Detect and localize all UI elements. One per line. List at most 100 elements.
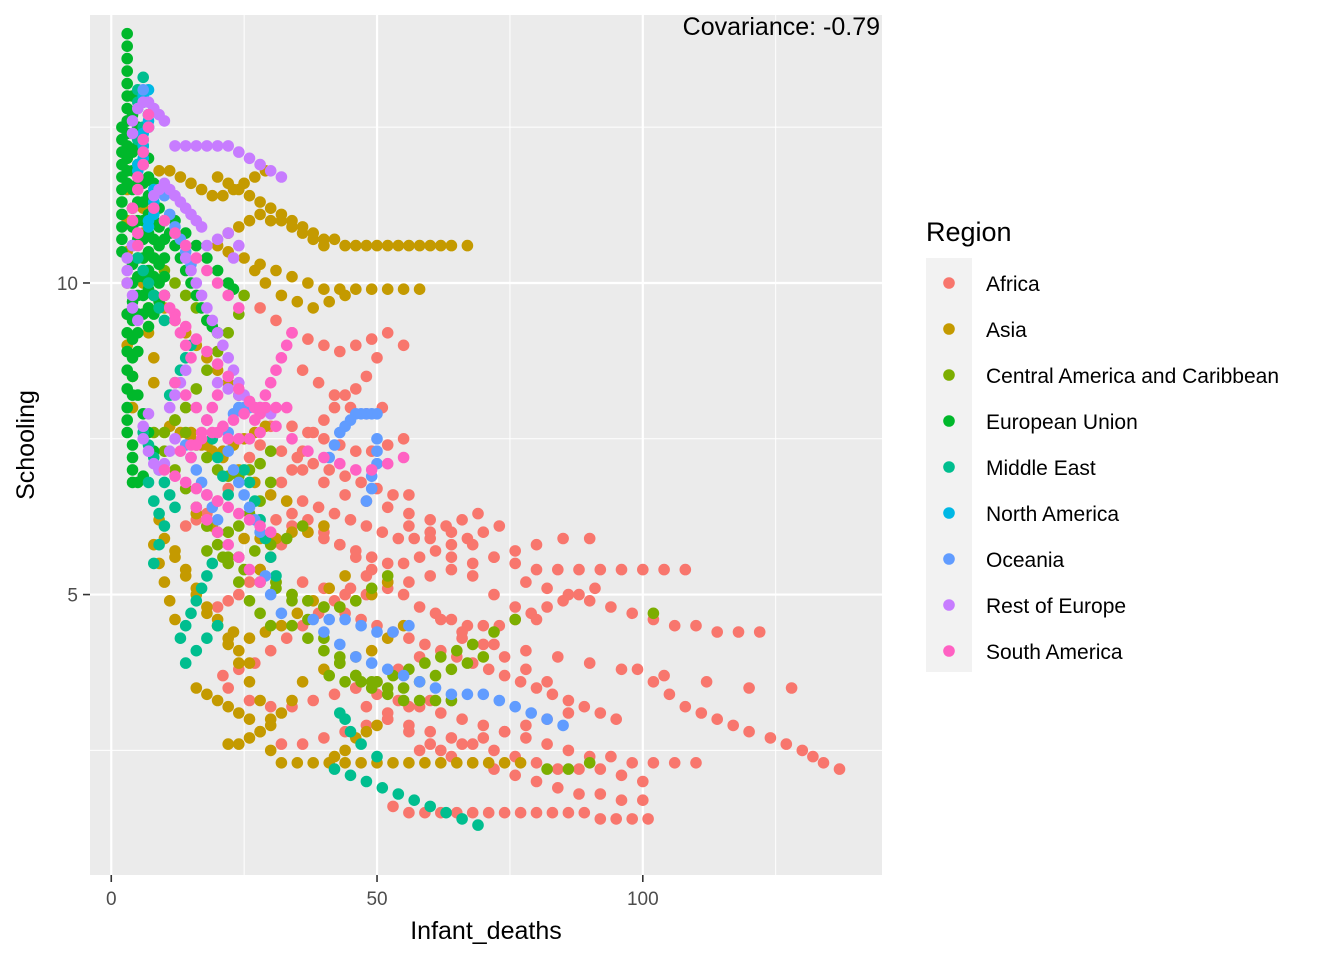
data-point xyxy=(233,433,245,445)
data-point xyxy=(594,563,607,576)
data-point xyxy=(488,744,500,757)
data-point xyxy=(296,520,309,532)
data-point xyxy=(552,763,564,775)
data-point xyxy=(132,252,144,264)
data-point xyxy=(222,526,234,538)
data-point xyxy=(264,619,277,632)
data-point xyxy=(201,264,213,277)
series-south-america xyxy=(126,108,410,588)
data-point xyxy=(429,682,442,694)
data-point xyxy=(243,563,256,576)
data-point xyxy=(233,588,245,601)
data-point xyxy=(365,333,378,345)
data-point xyxy=(424,570,437,582)
data-point xyxy=(132,171,144,183)
data-point xyxy=(264,214,277,227)
data-point xyxy=(562,707,575,719)
data-point xyxy=(583,532,596,545)
data-point xyxy=(190,140,203,152)
data-point xyxy=(259,389,272,401)
data-point xyxy=(482,663,495,676)
data-point xyxy=(419,638,431,651)
data-point xyxy=(296,464,309,476)
data-point xyxy=(360,520,373,532)
data-point xyxy=(227,252,240,264)
data-point xyxy=(318,433,330,445)
data-point xyxy=(392,532,405,545)
data-point xyxy=(392,239,405,252)
data-point xyxy=(397,694,410,707)
data-point xyxy=(700,676,713,688)
data-point xyxy=(126,127,139,140)
data-point xyxy=(360,239,373,252)
data-point xyxy=(121,40,133,52)
data-point xyxy=(334,538,346,551)
data-point xyxy=(339,289,351,302)
data-point xyxy=(169,389,181,401)
data-point xyxy=(264,588,277,601)
data-point xyxy=(116,208,128,221)
data-point xyxy=(488,626,500,638)
data-point xyxy=(163,165,176,177)
data-point xyxy=(610,713,622,725)
data-point xyxy=(573,563,585,576)
data-point xyxy=(403,632,415,644)
data-point xyxy=(690,757,702,769)
data-point xyxy=(658,563,670,576)
data-point xyxy=(318,732,330,744)
data-point xyxy=(647,607,660,620)
data-point xyxy=(413,676,426,688)
data-point xyxy=(201,302,213,314)
data-point xyxy=(573,788,585,800)
data-point xyxy=(509,769,521,782)
data-point xyxy=(254,576,266,588)
data-point xyxy=(233,551,245,563)
data-point xyxy=(328,763,341,775)
data-point xyxy=(573,588,585,601)
data-point xyxy=(477,619,490,632)
data-point xyxy=(435,757,447,769)
data-point xyxy=(488,588,500,601)
data-point xyxy=(190,383,203,395)
data-point xyxy=(222,433,234,445)
data-point xyxy=(605,601,617,613)
data-point xyxy=(381,707,394,719)
data-point xyxy=(211,277,224,289)
data-point xyxy=(179,252,192,264)
data-point xyxy=(174,327,187,339)
data-point xyxy=(562,694,575,707)
data-point xyxy=(233,146,245,158)
data-point xyxy=(126,302,139,314)
data-point xyxy=(254,208,266,221)
data-point xyxy=(541,582,553,595)
data-point xyxy=(387,800,399,813)
data-point xyxy=(557,532,569,545)
data-point xyxy=(270,420,282,433)
data-point xyxy=(541,763,553,775)
data-point xyxy=(222,700,234,713)
data-point xyxy=(243,657,256,669)
data-point xyxy=(456,813,468,825)
data-point xyxy=(201,140,213,152)
data-point xyxy=(732,626,745,638)
data-point xyxy=(413,551,426,563)
data-point xyxy=(249,414,261,426)
data-point xyxy=(679,563,692,576)
data-point xyxy=(243,595,256,607)
data-point xyxy=(445,239,458,252)
data-point xyxy=(264,526,277,538)
data-point xyxy=(403,239,415,252)
data-point xyxy=(217,551,229,563)
data-point xyxy=(557,595,569,607)
data-point xyxy=(222,140,234,152)
data-point xyxy=(429,669,442,682)
data-point xyxy=(323,582,336,595)
data-point xyxy=(179,520,192,532)
data-point xyxy=(280,401,293,414)
data-point xyxy=(307,302,320,314)
data-point xyxy=(211,619,224,632)
data-point xyxy=(163,445,176,458)
data-point xyxy=(243,713,256,725)
data-point xyxy=(296,738,309,750)
data-point xyxy=(403,507,415,520)
